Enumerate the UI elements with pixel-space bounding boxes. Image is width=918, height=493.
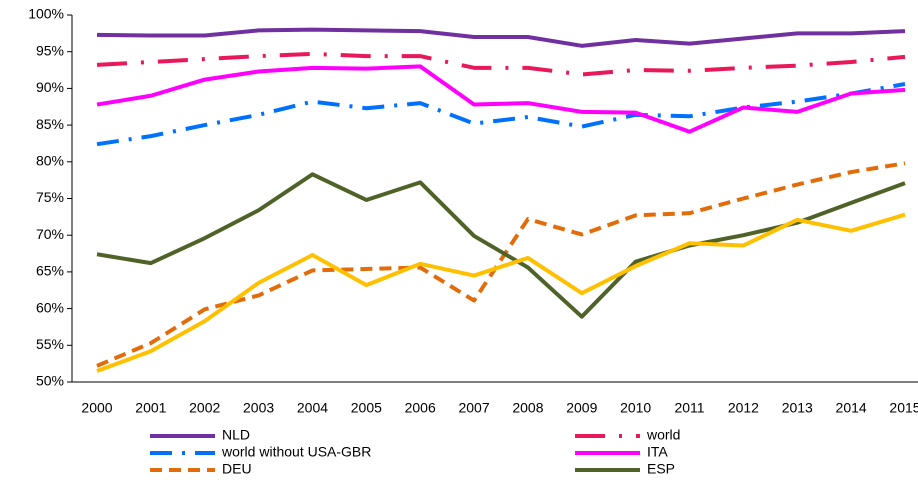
y-tick-label: 50% [36, 373, 64, 389]
x-tick-label: 2011 [674, 400, 704, 416]
y-tick-label: 70% [36, 226, 64, 242]
y-tick-label: 75% [36, 189, 64, 205]
series-line [96, 161, 906, 368]
series-line [96, 64, 906, 134]
x-tick-label: 2014 [836, 400, 867, 416]
y-tick-label: 95% [36, 42, 64, 58]
legend-label: world without USA-GBR [221, 444, 371, 460]
series-line [96, 51, 906, 77]
x-tick-label: 2012 [728, 400, 759, 416]
x-tick-label: 2004 [297, 400, 328, 416]
x-tick-label: 2003 [243, 400, 274, 416]
x-tick-label: 2009 [566, 400, 597, 416]
legend-label: world [646, 427, 680, 443]
x-tick-label: 2006 [405, 400, 436, 416]
x-tick-label: 2002 [189, 400, 220, 416]
y-tick-label: 60% [36, 299, 64, 315]
series-line [96, 172, 906, 319]
legend-label: ESP [647, 461, 675, 477]
y-tick-label: 90% [36, 79, 64, 95]
y-tick-label: 85% [36, 116, 64, 132]
x-tick-label: 2013 [782, 400, 813, 416]
x-tick-label: 2010 [620, 400, 651, 416]
x-tick-label: 2005 [351, 400, 382, 416]
x-tick-label: 2015 [889, 400, 918, 416]
x-tick-label: 2001 [135, 400, 166, 416]
x-tick-label: 2007 [458, 400, 489, 416]
y-tick-label: 65% [36, 263, 64, 279]
y-tick-label: 55% [36, 336, 64, 352]
y-tick-label: 80% [36, 153, 64, 169]
legend-label: DEU [222, 461, 252, 477]
series-line [96, 82, 906, 147]
legend-label: ITA [647, 444, 668, 460]
legend-label: NLD [222, 427, 250, 443]
x-tick-label: 2000 [81, 400, 112, 416]
x-tick-label: 2008 [512, 400, 543, 416]
series-line [96, 27, 906, 48]
series-line [96, 212, 906, 373]
y-tick-label: 100% [28, 6, 64, 22]
